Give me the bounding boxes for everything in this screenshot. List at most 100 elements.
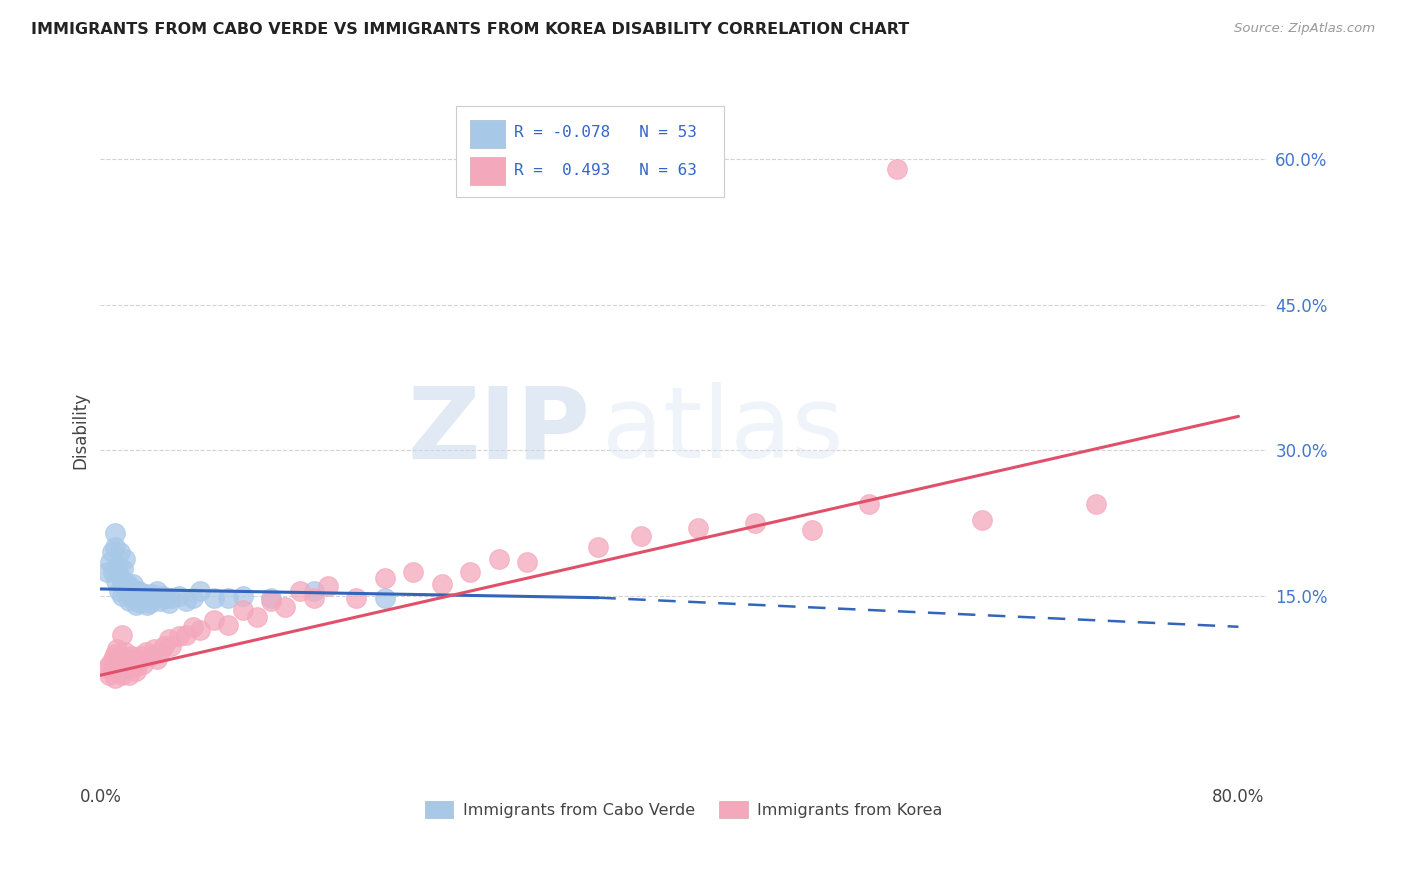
- Point: [127, 658, 149, 673]
- Point: [181, 591, 204, 605]
- Point: [160, 639, 183, 653]
- Point: [516, 555, 538, 569]
- Point: [128, 583, 150, 598]
- Point: [402, 565, 425, 579]
- Point: [374, 571, 396, 585]
- Point: [120, 583, 142, 598]
- Point: [146, 583, 169, 598]
- Point: [972, 513, 994, 527]
- Point: [108, 665, 131, 679]
- Point: [122, 577, 145, 591]
- Text: Source: ZipAtlas.com: Source: ZipAtlas.com: [1234, 22, 1375, 36]
- Point: [232, 603, 254, 617]
- Point: [138, 591, 160, 605]
- Point: [114, 552, 136, 566]
- Point: [96, 565, 118, 579]
- Point: [139, 648, 162, 663]
- Point: [121, 591, 143, 605]
- Point: [135, 645, 157, 659]
- FancyBboxPatch shape: [470, 120, 505, 148]
- Point: [118, 579, 141, 593]
- FancyBboxPatch shape: [470, 157, 505, 185]
- Point: [686, 521, 709, 535]
- Point: [101, 652, 124, 666]
- Legend: Immigrants from Cabo Verde, Immigrants from Korea: Immigrants from Cabo Verde, Immigrants f…: [418, 794, 949, 824]
- Point: [124, 652, 146, 666]
- Point: [744, 516, 766, 530]
- Point: [1085, 497, 1108, 511]
- Point: [155, 591, 177, 605]
- Point: [800, 523, 823, 537]
- Point: [125, 599, 148, 613]
- Point: [100, 665, 122, 679]
- Point: [167, 589, 190, 603]
- Point: [630, 528, 652, 542]
- Point: [107, 559, 129, 574]
- Point: [103, 671, 125, 685]
- Point: [143, 591, 166, 605]
- Point: [316, 579, 339, 593]
- Point: [274, 600, 297, 615]
- Point: [111, 589, 134, 603]
- Point: [858, 497, 880, 511]
- Point: [122, 658, 145, 673]
- Point: [202, 591, 225, 605]
- Text: atlas: atlas: [602, 383, 844, 479]
- Text: IMMIGRANTS FROM CABO VERDE VS IMMIGRANTS FROM KOREA DISABILITY CORRELATION CHART: IMMIGRANTS FROM CABO VERDE VS IMMIGRANTS…: [31, 22, 910, 37]
- Point: [125, 665, 148, 679]
- Y-axis label: Disability: Disability: [72, 392, 89, 469]
- Point: [132, 591, 155, 605]
- Point: [152, 589, 174, 603]
- Point: [120, 658, 142, 673]
- Point: [118, 593, 141, 607]
- Point: [124, 587, 146, 601]
- Point: [121, 648, 143, 663]
- Point: [149, 593, 172, 607]
- Point: [167, 630, 190, 644]
- Point: [100, 545, 122, 559]
- Point: [111, 627, 134, 641]
- Point: [430, 577, 453, 591]
- Text: R =  0.493   N = 63: R = 0.493 N = 63: [515, 163, 697, 178]
- Point: [188, 583, 211, 598]
- Point: [174, 593, 197, 607]
- Point: [129, 595, 152, 609]
- Point: [101, 565, 124, 579]
- Point: [110, 648, 132, 663]
- Point: [111, 668, 134, 682]
- Point: [136, 599, 159, 613]
- Point: [202, 613, 225, 627]
- Point: [157, 595, 180, 609]
- Point: [131, 589, 153, 603]
- Point: [260, 593, 283, 607]
- Point: [118, 668, 141, 682]
- Point: [374, 591, 396, 605]
- Point: [217, 591, 239, 605]
- Point: [112, 655, 135, 669]
- Point: [103, 525, 125, 540]
- Point: [103, 541, 125, 555]
- Point: [129, 648, 152, 663]
- Point: [135, 587, 157, 601]
- Point: [111, 574, 134, 589]
- Point: [302, 591, 325, 605]
- Point: [260, 591, 283, 605]
- Point: [458, 565, 481, 579]
- Point: [115, 661, 138, 675]
- Point: [107, 642, 129, 657]
- Point: [105, 574, 128, 589]
- Point: [115, 583, 138, 598]
- Point: [188, 623, 211, 637]
- Point: [139, 595, 162, 609]
- Point: [105, 658, 128, 673]
- Point: [98, 657, 121, 671]
- Text: R = -0.078   N = 53: R = -0.078 N = 53: [515, 126, 697, 140]
- Point: [110, 569, 132, 583]
- Point: [288, 583, 311, 598]
- Point: [98, 555, 121, 569]
- Point: [110, 545, 132, 559]
- Point: [114, 645, 136, 659]
- Point: [232, 589, 254, 603]
- Point: [117, 576, 139, 591]
- Point: [157, 632, 180, 647]
